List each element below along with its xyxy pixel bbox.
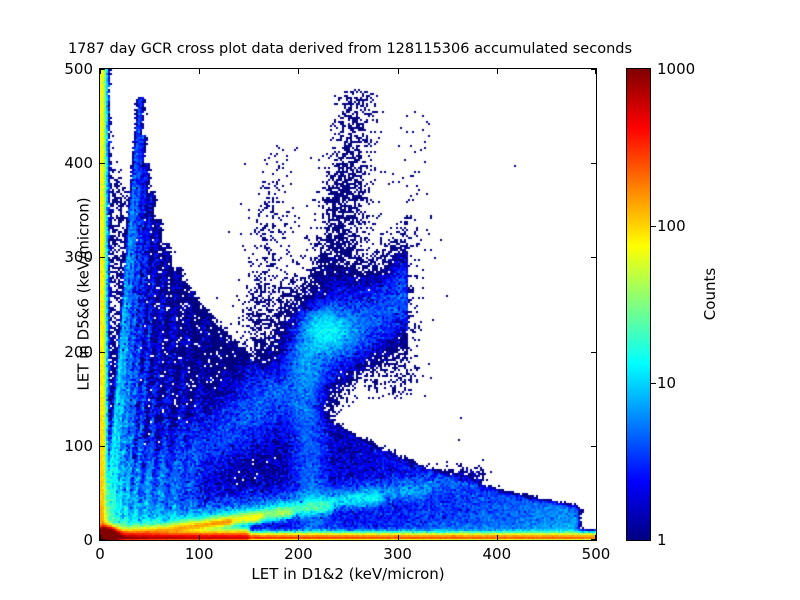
x-tick-label-500: 500 — [581, 545, 611, 563]
y-tick-right-3 — [591, 257, 596, 259]
y-tick-1 — [100, 445, 105, 447]
x-tick-label-400: 400 — [482, 545, 512, 563]
x-tick-4 — [496, 535, 498, 540]
y-tick-4 — [100, 163, 105, 165]
x-tick-label-100: 100 — [184, 545, 214, 563]
y-tick-label-200: 200 — [64, 342, 93, 361]
colorbar-tick-label-10: 10 — [657, 374, 677, 392]
y-tick-0 — [100, 539, 105, 540]
x-tick-label-0: 0 — [95, 545, 105, 563]
x-tick-label-200: 200 — [284, 545, 313, 563]
x-tick-top-0 — [100, 69, 101, 74]
y-tick-right-1 — [591, 445, 596, 447]
y-tick-label-0: 0 — [83, 531, 93, 549]
x-tick-2 — [298, 535, 300, 540]
y-tick-label-300: 300 — [64, 248, 93, 267]
colorbar-gradient — [627, 69, 650, 540]
x-tick-top-5 — [595, 69, 596, 74]
x-axis-label: LET in D1&2 (keV/micron) — [251, 565, 445, 583]
x-tick-top-3 — [397, 69, 399, 74]
colorbar-tick-100 — [651, 226, 656, 227]
colorbar-tick-label-1000: 1000 — [657, 60, 696, 78]
x-tick-label-300: 300 — [383, 545, 412, 563]
y-tick-label-100: 100 — [64, 436, 93, 455]
y-tick-5 — [100, 69, 105, 70]
y-tick-right-4 — [591, 163, 596, 165]
x-tick-top-1 — [199, 69, 201, 74]
y-tick-right-0 — [591, 539, 596, 540]
y-axis-label: LET in D5&6 (keV/micron) — [74, 197, 93, 391]
colorbar-tick-label-100: 100 — [657, 217, 686, 235]
colorbar-tick-10 — [651, 383, 656, 384]
y-tick-right-5 — [591, 69, 596, 70]
y-tick-2 — [100, 351, 105, 353]
x-tick-top-4 — [496, 69, 498, 74]
chart-title-line-1: 1787 day GCR cross plot data derived fro… — [67, 41, 633, 57]
colorbar — [626, 68, 651, 541]
x-tick-1 — [199, 535, 201, 540]
x-tick-3 — [397, 535, 399, 540]
x-tick-5 — [595, 535, 596, 540]
plot-area — [99, 68, 597, 541]
colorbar-label: Counts — [701, 267, 719, 321]
y-tick-3 — [100, 257, 105, 259]
y-tick-label-400: 400 — [64, 154, 93, 173]
x-tick-top-2 — [298, 69, 300, 74]
colorbar-tick-label-1: 1 — [657, 531, 667, 549]
y-tick-label-500: 500 — [64, 60, 93, 78]
y-tick-right-2 — [591, 351, 596, 353]
x-tick-0 — [100, 535, 101, 540]
scatter-density-plot — [100, 69, 596, 540]
